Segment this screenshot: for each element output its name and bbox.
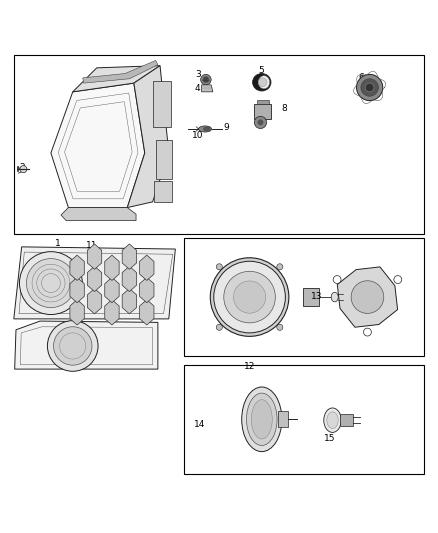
Text: 11: 11 — [68, 334, 80, 343]
Text: 12: 12 — [244, 362, 255, 370]
Bar — [14, 55, 424, 234]
Circle shape — [254, 116, 267, 128]
Polygon shape — [122, 244, 137, 269]
Circle shape — [394, 276, 402, 284]
Circle shape — [357, 75, 383, 101]
Text: 7: 7 — [359, 86, 364, 95]
Polygon shape — [337, 267, 398, 327]
Text: 14: 14 — [194, 420, 205, 429]
Circle shape — [19, 252, 82, 314]
Polygon shape — [61, 207, 136, 221]
Circle shape — [216, 324, 223, 330]
Bar — [279, 411, 288, 427]
Text: 9: 9 — [223, 123, 229, 132]
Polygon shape — [122, 288, 137, 314]
Circle shape — [361, 79, 378, 96]
Polygon shape — [73, 66, 160, 92]
Circle shape — [26, 259, 75, 308]
Circle shape — [351, 281, 384, 313]
Polygon shape — [83, 60, 158, 83]
Bar — [184, 365, 424, 474]
Bar — [340, 414, 353, 426]
Text: 4: 4 — [195, 84, 201, 93]
Ellipse shape — [247, 393, 277, 446]
Bar — [254, 103, 272, 119]
Text: 5: 5 — [258, 67, 264, 75]
Polygon shape — [51, 83, 145, 207]
Polygon shape — [140, 300, 154, 325]
Circle shape — [47, 321, 98, 372]
Circle shape — [364, 328, 371, 336]
Bar — [184, 238, 424, 356]
Ellipse shape — [331, 292, 338, 302]
Ellipse shape — [258, 76, 270, 89]
Circle shape — [203, 77, 209, 83]
Polygon shape — [87, 288, 102, 314]
Polygon shape — [201, 85, 213, 92]
Circle shape — [224, 271, 276, 323]
Text: 11: 11 — [86, 241, 97, 250]
Polygon shape — [140, 277, 154, 303]
Text: 3: 3 — [195, 70, 201, 79]
Text: 10: 10 — [191, 131, 203, 140]
Circle shape — [233, 281, 266, 313]
Bar — [155, 140, 172, 179]
Circle shape — [365, 83, 374, 92]
Text: 2: 2 — [19, 163, 25, 172]
Circle shape — [53, 327, 92, 365]
Ellipse shape — [327, 412, 338, 429]
Bar — [154, 181, 172, 202]
Polygon shape — [105, 255, 119, 280]
Circle shape — [20, 166, 27, 173]
Polygon shape — [14, 321, 158, 369]
Ellipse shape — [242, 387, 282, 451]
Polygon shape — [105, 277, 119, 303]
Circle shape — [258, 78, 267, 87]
Ellipse shape — [251, 400, 272, 439]
Ellipse shape — [253, 74, 271, 91]
Bar — [257, 100, 269, 103]
Polygon shape — [14, 247, 175, 319]
Polygon shape — [122, 266, 137, 292]
Bar — [152, 81, 171, 127]
Bar — [303, 288, 318, 306]
Polygon shape — [140, 255, 154, 280]
Text: 15: 15 — [324, 434, 335, 443]
Polygon shape — [105, 300, 119, 325]
Circle shape — [277, 324, 283, 330]
Text: 8: 8 — [281, 104, 287, 113]
Circle shape — [258, 120, 263, 125]
Circle shape — [201, 75, 211, 85]
Polygon shape — [87, 244, 102, 269]
Circle shape — [214, 261, 286, 333]
Circle shape — [333, 276, 341, 284]
Polygon shape — [127, 66, 169, 207]
Text: 6: 6 — [359, 74, 364, 83]
Text: 1: 1 — [55, 239, 60, 248]
Ellipse shape — [198, 126, 212, 132]
Polygon shape — [70, 300, 84, 325]
Circle shape — [277, 264, 283, 270]
Ellipse shape — [203, 127, 210, 131]
Ellipse shape — [324, 408, 341, 432]
Circle shape — [210, 258, 289, 336]
Polygon shape — [70, 277, 84, 303]
Circle shape — [216, 264, 223, 270]
Text: 13: 13 — [311, 292, 322, 301]
Polygon shape — [70, 255, 84, 280]
Polygon shape — [87, 266, 102, 292]
